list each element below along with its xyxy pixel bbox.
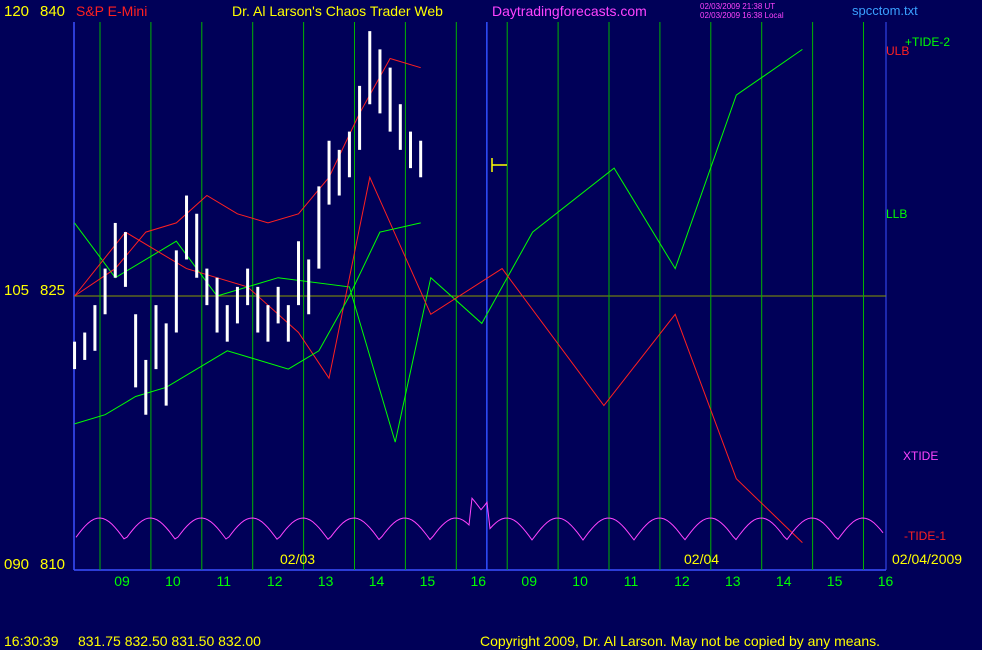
- x-tick-label: 09: [114, 573, 130, 589]
- x-tick-label: 10: [572, 573, 588, 589]
- llb-curve: [74, 222, 421, 425]
- x-tick-label: 10: [165, 573, 181, 589]
- left-value-top: 840: [40, 3, 66, 20]
- footer-quote: 831.75 832.50 831.50 832.00: [78, 633, 261, 649]
- xtide-label: XTIDE: [903, 449, 939, 463]
- x-tick-label: 15: [420, 573, 436, 589]
- session-date-2: 02/04: [684, 551, 720, 567]
- xtide-curve: [75, 496, 884, 541]
- end-date: 02/04/2009: [892, 551, 963, 567]
- tide2-label: +TIDE-2: [905, 35, 951, 49]
- timestamp-local: 02/03/2009 16:38 Local: [700, 11, 784, 20]
- x-tick-label: 12: [674, 573, 690, 589]
- tide1-label: -TIDE-1: [904, 529, 946, 543]
- x-tick-label: 09: [521, 573, 537, 589]
- left-price-bottom: 090: [4, 556, 30, 573]
- ulb-label: ULB: [886, 44, 910, 58]
- x-tick-label: 15: [827, 573, 843, 589]
- site-name[interactable]: Daytradingforecasts.com: [492, 3, 647, 19]
- footer-copyright: Copyright 2009, Dr. Al Larson. May not b…: [480, 633, 881, 649]
- last-price-marker: [491, 158, 507, 172]
- left-price-mid: 105: [4, 282, 30, 299]
- x-tick-label: 16: [471, 573, 487, 589]
- ulb-curve: [74, 57, 421, 297]
- x-tick-label: 11: [624, 573, 639, 589]
- x-tick-label: 13: [725, 573, 741, 589]
- footer-time: 16:30:39: [4, 633, 59, 649]
- llb-label: LLB: [886, 207, 908, 221]
- tide2-curve: [74, 48, 803, 443]
- x-tick-label: 14: [369, 573, 385, 589]
- chart-symbol: S&P E-Mini: [76, 3, 148, 19]
- session-date-1: 02/03: [280, 551, 316, 567]
- left-value-mid: 825: [40, 282, 66, 299]
- chart-title: Dr. Al Larson's Chaos Trader Web: [232, 3, 443, 19]
- left-value-bottom: 810: [40, 556, 66, 573]
- left-price-top: 120: [4, 3, 30, 20]
- x-tick-label: 13: [318, 573, 334, 589]
- x-tick-label: 14: [776, 573, 792, 589]
- timestamp-ut: 02/03/2009 21:38 UT: [700, 2, 776, 11]
- x-tick-label: 16: [878, 573, 894, 589]
- tide1-curve: [74, 175, 803, 543]
- x-tick-label: 11: [217, 573, 232, 589]
- data-file-name: spcctom.txt: [852, 3, 918, 18]
- x-tick-label: 12: [267, 573, 283, 589]
